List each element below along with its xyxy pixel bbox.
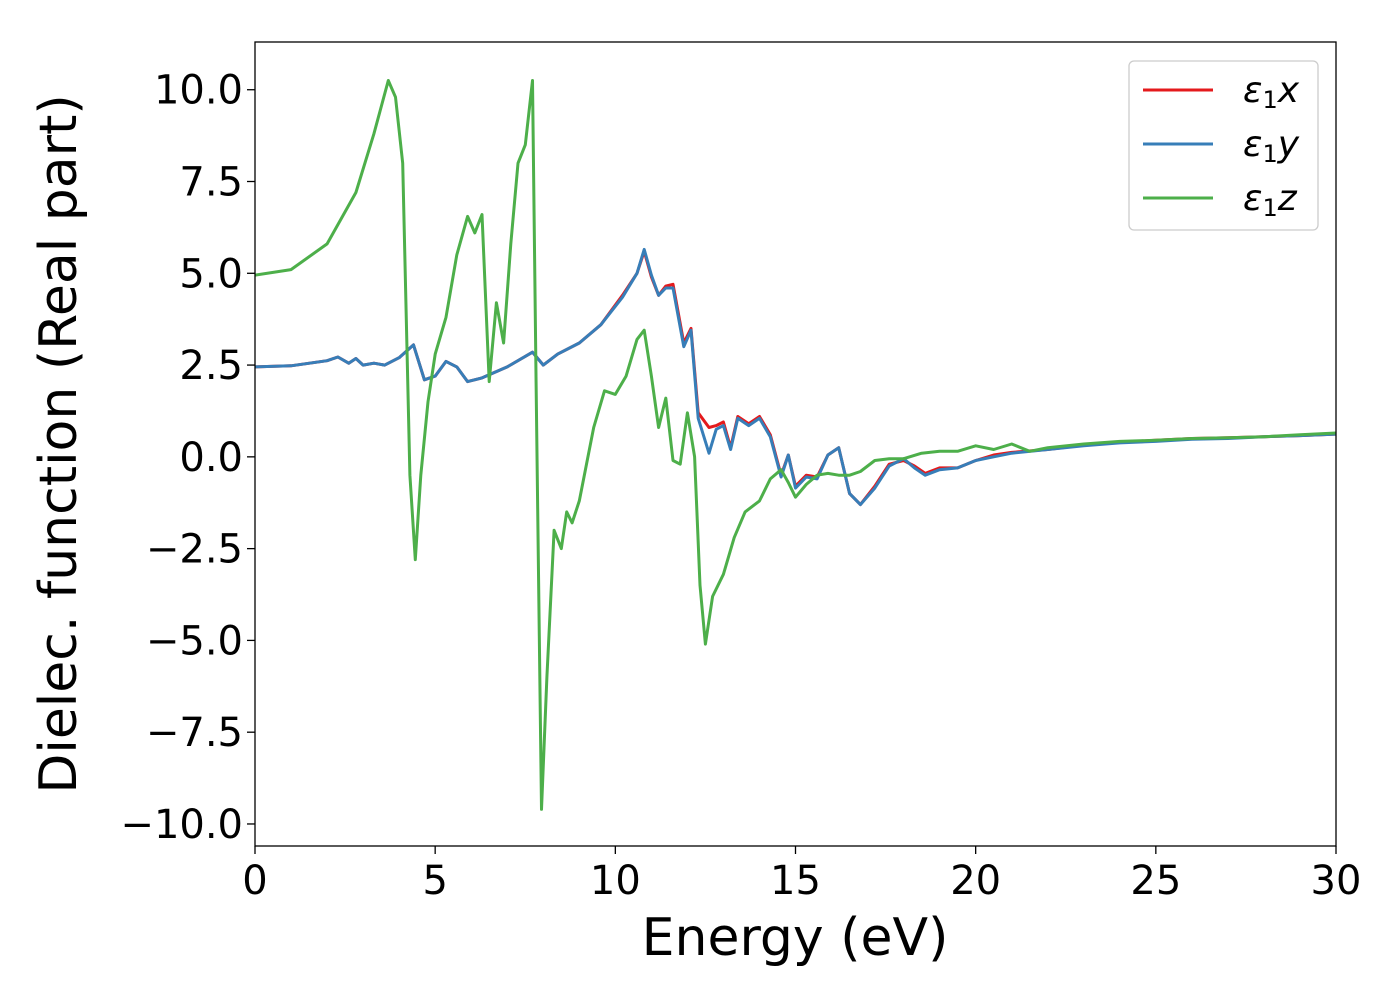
x-tick-label: 30 <box>1311 858 1362 904</box>
y-tick-label: −2.5 <box>146 527 243 573</box>
series-line-2 <box>255 247 1336 507</box>
series-line-3 <box>255 79 1336 811</box>
y-tick-label: −7.5 <box>146 710 243 756</box>
y-tick-label: 10.0 <box>154 68 243 114</box>
x-tick-label: 0 <box>242 858 267 904</box>
y-tick-label: −5.0 <box>146 618 243 664</box>
y-tick-label: 0.0 <box>179 435 243 481</box>
series-layer <box>255 79 1336 811</box>
x-axis-ticks: 0 5 10 15 20 25 30 <box>242 846 1361 904</box>
x-tick-label: 15 <box>770 858 821 904</box>
legend-label: ε1y <box>1243 124 1300 168</box>
y-tick-label: 2.5 <box>179 343 243 389</box>
legend-items: ε1x ε1y ε1z <box>1143 70 1300 222</box>
legend-box <box>1128 60 1319 231</box>
y-axis-label: Dielec. function (Real part) <box>29 94 89 793</box>
x-tick-label: 20 <box>950 858 1001 904</box>
x-tick-label: 25 <box>1130 858 1181 904</box>
legend-label: ε1x <box>1243 70 1300 114</box>
y-tick-label: 5.0 <box>179 251 243 297</box>
legend-label: ε1z <box>1243 178 1298 222</box>
y-axis-ticks: −10.0 −7.5 −5.0 −2.5 0.0 2.5 5.0 7.5 10.0 <box>120 68 255 848</box>
x-axis-label: Energy (eV) <box>642 908 949 968</box>
y-tick-label: 7.5 <box>179 160 243 206</box>
x-tick-label: 5 <box>422 858 447 904</box>
legend: ε1x ε1y ε1z <box>1128 60 1319 231</box>
y-tick-label: −10.0 <box>120 802 243 848</box>
x-tick-label: 10 <box>590 858 641 904</box>
